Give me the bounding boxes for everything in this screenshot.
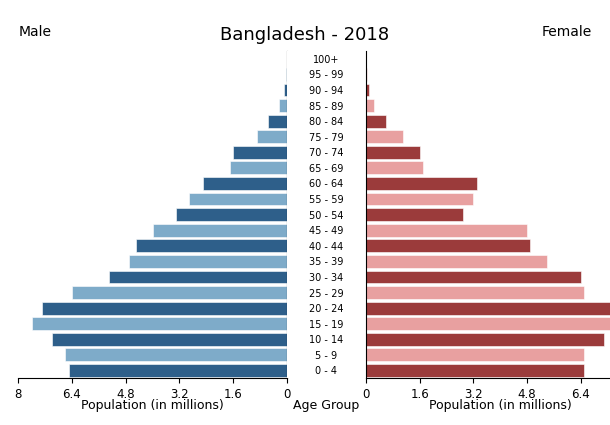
Text: Population (in millions): Population (in millions) bbox=[429, 399, 572, 412]
Bar bbox=[65, 348, 287, 361]
Text: Male: Male bbox=[18, 26, 51, 40]
Bar bbox=[109, 271, 287, 283]
Bar bbox=[366, 193, 473, 205]
Bar bbox=[366, 286, 584, 299]
Bar bbox=[42, 302, 287, 314]
Bar bbox=[129, 255, 287, 268]
Bar bbox=[366, 224, 527, 237]
Bar bbox=[279, 99, 287, 112]
Bar bbox=[366, 115, 386, 128]
Bar bbox=[284, 84, 287, 96]
Bar bbox=[152, 224, 287, 237]
Bar bbox=[286, 68, 287, 81]
Bar bbox=[32, 317, 287, 330]
Bar bbox=[189, 193, 287, 205]
Bar bbox=[366, 364, 584, 377]
Bar bbox=[229, 162, 287, 174]
Bar bbox=[366, 348, 584, 361]
Bar bbox=[256, 130, 287, 143]
Bar bbox=[366, 99, 375, 112]
Text: Female: Female bbox=[542, 26, 592, 40]
Bar bbox=[72, 286, 287, 299]
Bar bbox=[366, 208, 464, 221]
Bar bbox=[366, 302, 610, 314]
Bar bbox=[68, 364, 287, 377]
Bar bbox=[366, 177, 477, 190]
Bar bbox=[366, 84, 370, 96]
Bar bbox=[366, 162, 423, 174]
Text: Bangladesh - 2018: Bangladesh - 2018 bbox=[220, 26, 390, 43]
Bar bbox=[366, 130, 403, 143]
Bar bbox=[366, 239, 530, 252]
Bar bbox=[366, 271, 581, 283]
Bar bbox=[233, 146, 287, 159]
Bar bbox=[366, 146, 420, 159]
Text: Age Group: Age Group bbox=[293, 399, 359, 412]
Bar bbox=[366, 68, 367, 81]
Bar bbox=[176, 208, 287, 221]
Bar bbox=[366, 333, 604, 346]
Bar bbox=[366, 255, 547, 268]
Bar bbox=[366, 317, 610, 330]
Bar bbox=[52, 333, 287, 346]
Text: Population (in millions): Population (in millions) bbox=[81, 399, 224, 412]
Bar bbox=[203, 177, 287, 190]
Bar bbox=[268, 115, 287, 128]
Bar bbox=[135, 239, 287, 252]
